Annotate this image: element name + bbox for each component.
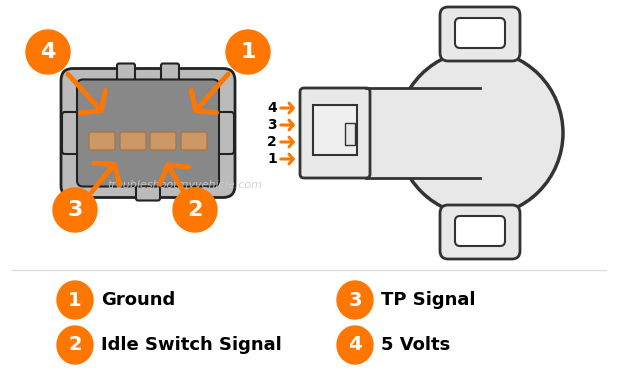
FancyBboxPatch shape bbox=[455, 18, 505, 48]
FancyBboxPatch shape bbox=[77, 80, 219, 186]
Text: 2: 2 bbox=[187, 200, 203, 220]
Circle shape bbox=[397, 50, 563, 216]
Bar bbox=[361, 88, 485, 178]
Text: 4: 4 bbox=[267, 101, 277, 115]
Text: TP Signal: TP Signal bbox=[381, 291, 475, 309]
FancyBboxPatch shape bbox=[300, 88, 370, 178]
Ellipse shape bbox=[337, 281, 373, 319]
Text: 3: 3 bbox=[267, 118, 277, 132]
Text: Ground: Ground bbox=[101, 291, 176, 309]
FancyBboxPatch shape bbox=[161, 63, 179, 90]
FancyBboxPatch shape bbox=[313, 105, 357, 155]
FancyBboxPatch shape bbox=[89, 132, 115, 150]
FancyBboxPatch shape bbox=[117, 63, 135, 90]
Ellipse shape bbox=[57, 326, 93, 364]
FancyBboxPatch shape bbox=[120, 132, 146, 150]
Text: 4: 4 bbox=[348, 336, 362, 354]
Circle shape bbox=[53, 188, 97, 232]
FancyBboxPatch shape bbox=[455, 216, 505, 246]
Ellipse shape bbox=[337, 326, 373, 364]
FancyBboxPatch shape bbox=[150, 132, 176, 150]
Circle shape bbox=[173, 188, 217, 232]
FancyBboxPatch shape bbox=[181, 132, 207, 150]
Text: 2: 2 bbox=[68, 336, 82, 354]
Text: 3: 3 bbox=[349, 291, 362, 309]
Text: 3: 3 bbox=[67, 200, 83, 220]
Text: 1: 1 bbox=[240, 42, 256, 62]
Text: 4: 4 bbox=[40, 42, 56, 62]
Text: Idle Switch Signal: Idle Switch Signal bbox=[101, 336, 282, 354]
Text: 1: 1 bbox=[68, 291, 82, 309]
FancyBboxPatch shape bbox=[440, 205, 520, 259]
Text: troubleshootmyvehicle.com: troubleshootmyvehicle.com bbox=[108, 180, 263, 190]
FancyBboxPatch shape bbox=[212, 112, 234, 154]
Text: 5 Volts: 5 Volts bbox=[381, 336, 451, 354]
FancyBboxPatch shape bbox=[61, 69, 235, 198]
Circle shape bbox=[226, 30, 270, 74]
FancyBboxPatch shape bbox=[136, 177, 160, 201]
FancyBboxPatch shape bbox=[440, 7, 520, 61]
Text: 1: 1 bbox=[267, 152, 277, 166]
Ellipse shape bbox=[57, 281, 93, 319]
FancyBboxPatch shape bbox=[345, 123, 355, 145]
Circle shape bbox=[26, 30, 70, 74]
FancyBboxPatch shape bbox=[62, 112, 84, 154]
Text: 2: 2 bbox=[267, 135, 277, 149]
